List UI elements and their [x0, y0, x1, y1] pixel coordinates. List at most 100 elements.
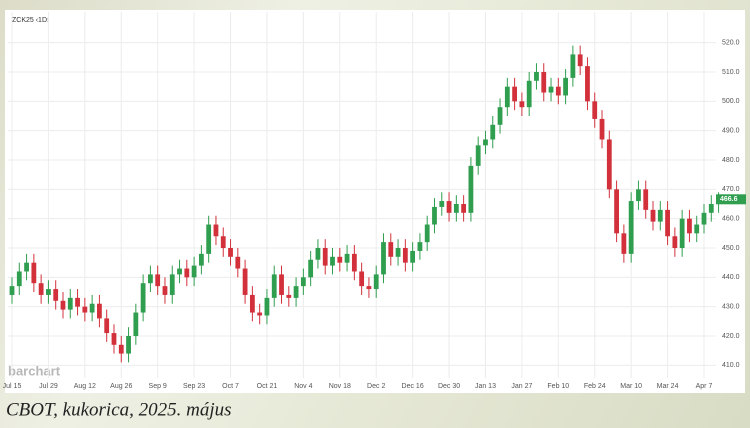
candle-body: [257, 312, 263, 316]
candle-body: [599, 118, 605, 140]
candle-body: [665, 209, 670, 237]
candle-body: [563, 77, 568, 96]
candle-body: [264, 297, 270, 316]
candle-body: [75, 297, 80, 307]
candle-body: [468, 165, 474, 213]
candle-body: [344, 253, 350, 263]
x-tick-label: Oct 21: [257, 383, 278, 390]
candle-body: [555, 86, 561, 96]
candle-body: [184, 268, 190, 278]
candle-body: [16, 271, 22, 287]
candle-body: [541, 72, 547, 93]
candle-body: [490, 124, 496, 140]
candle-body: [417, 242, 423, 251]
y-tick-label: 510.0: [722, 69, 740, 76]
candle-body: [38, 283, 44, 295]
x-tick-label: Mar 10: [620, 383, 642, 390]
candle-body: [687, 218, 692, 234]
candle-body: [432, 206, 437, 225]
candle-body: [592, 101, 598, 119]
candle-body: [9, 286, 15, 295]
y-tick-label: 500.0: [722, 98, 740, 105]
candle-body: [169, 274, 175, 295]
candle-body: [82, 306, 88, 313]
candle-body: [213, 224, 219, 237]
y-tick-label: 490.0: [722, 128, 740, 135]
y-tick-label: 460.0: [722, 216, 740, 223]
candle-body: [628, 201, 634, 254]
x-tick-label: Aug 26: [110, 383, 132, 390]
candle-body: [242, 268, 248, 295]
candle-body: [483, 139, 488, 146]
candle-body: [162, 286, 168, 295]
candle-body: [24, 262, 29, 272]
candle-body: [570, 54, 576, 78]
x-tick-label: Nov 4: [294, 383, 312, 390]
candle-body: [206, 224, 212, 254]
candle-body: [636, 189, 641, 202]
candle-body: [198, 253, 204, 266]
candle-body: [585, 66, 590, 102]
candle-body: [31, 262, 37, 284]
x-tick-label: Dec 16: [402, 383, 424, 390]
candle-body: [512, 86, 518, 102]
candle-body: [330, 256, 335, 266]
candle-body: [381, 242, 386, 275]
y-tick-label: 480.0: [722, 157, 740, 164]
candle-body: [694, 224, 700, 234]
candle-body: [497, 107, 503, 125]
candle-body: [439, 201, 445, 207]
candle-body: [446, 201, 452, 213]
x-tick-label: Jul 15: [3, 383, 22, 390]
caption: CBOT, kukorica, 2025. május: [6, 399, 232, 420]
candle-body: [402, 248, 408, 263]
candle-body: [322, 248, 328, 266]
candle-body: [519, 101, 525, 108]
y-tick-label: 520.0: [722, 40, 740, 47]
x-tick-label: Dec 30: [438, 383, 460, 390]
candle-body: [424, 224, 430, 243]
candle-body: [111, 333, 117, 345]
candle-body: [606, 139, 612, 190]
x-tick-label: Aug 12: [74, 383, 96, 390]
candle-body: [453, 204, 459, 213]
candle-body: [643, 189, 649, 210]
x-tick-label: Apr 7: [696, 383, 713, 390]
candle-body: [359, 271, 365, 287]
y-tick-label: 440.0: [722, 274, 740, 281]
candle-body: [475, 145, 481, 166]
x-tick-label: Jul 29: [39, 383, 58, 390]
candle-body: [657, 209, 663, 222]
candle-body: [67, 297, 73, 310]
candle-body: [461, 204, 467, 213]
candle-body: [315, 248, 321, 260]
y-tick-label: 420.0: [722, 333, 740, 340]
candle-body: [308, 259, 314, 278]
candle-body: [148, 274, 153, 284]
candle-body: [155, 274, 161, 287]
x-tick-label: Jan 13: [475, 383, 496, 390]
candle-body: [177, 268, 182, 275]
candle-body: [410, 250, 416, 263]
candle-body: [118, 344, 124, 354]
candle-body: [679, 218, 685, 248]
candle-body: [249, 294, 255, 313]
x-tick-label: Mar 24: [657, 383, 679, 390]
candle-body: [708, 204, 714, 213]
candle-body: [286, 294, 292, 298]
x-tick-label: Sep 23: [183, 383, 205, 390]
x-tick-label: Jan 27: [511, 383, 532, 390]
candle-body: [534, 72, 539, 81]
candle-body: [395, 248, 401, 257]
candle-body: [337, 256, 343, 263]
candle-body: [388, 242, 394, 257]
candle-body: [220, 236, 226, 248]
candle-body: [104, 318, 110, 334]
candle-body: [89, 303, 95, 313]
candle-body: [97, 303, 102, 319]
candle-body: [53, 289, 59, 301]
candle-body: [271, 274, 277, 298]
candle-body: [235, 256, 241, 269]
x-tick-label: Nov 18: [329, 383, 351, 390]
